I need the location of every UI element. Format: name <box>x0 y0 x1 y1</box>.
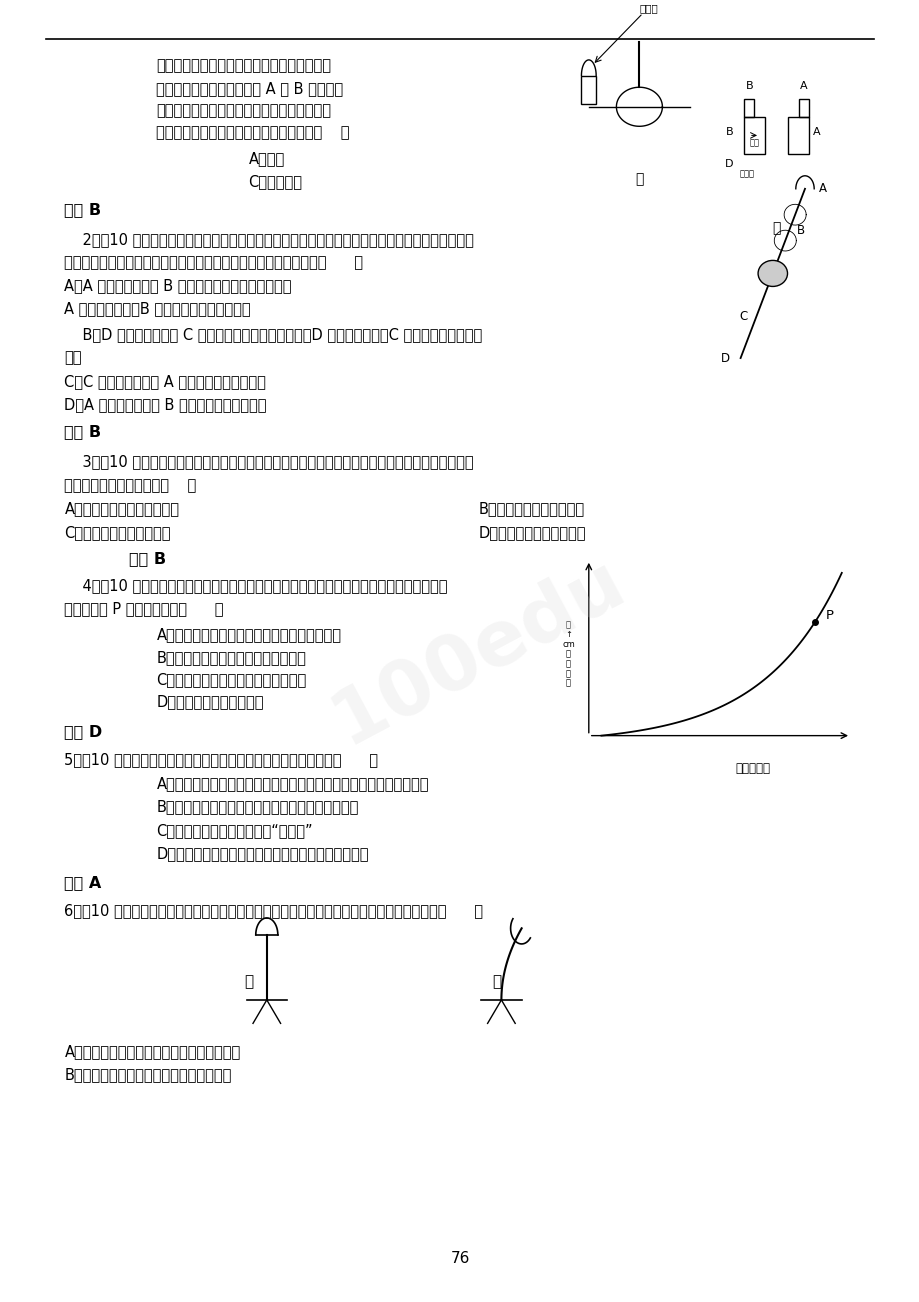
Text: D: D <box>724 159 732 169</box>
Text: A: A <box>812 126 820 137</box>
Text: 甲: 甲 <box>634 172 643 186</box>
Text: C．赤霉素过多，植物表现出“恶苗病”: C．赤霉素过多，植物表现出“恶苗病” <box>156 823 312 838</box>
Bar <box>788 117 808 154</box>
Text: A: A <box>799 81 807 91</box>
Text: 答案 D: 答案 D <box>64 724 103 740</box>
Text: 乙: 乙 <box>771 221 780 236</box>
Text: 生长素浓度: 生长素浓度 <box>735 762 770 775</box>
Text: 6．（10 上海高三学情分析）下列是一组探究生长素的对照实验，有关实验的叙述不正确的是（      ）: 6．（10 上海高三学情分析）下列是一组探究生长素的对照实验，有关实验的叙述不正… <box>64 904 482 919</box>
Text: 向右: 向右 <box>749 138 758 147</box>
Text: B．脱分化和根原基的形成: B．脱分化和根原基的形成 <box>478 501 584 517</box>
Text: D: D <box>720 352 729 365</box>
Text: 器上（如图甲所示）。旋转器以适宜的速度匀: 器上（如图甲所示）。旋转器以适宜的速度匀 <box>156 59 331 74</box>
Text: 答案 B: 答案 B <box>64 202 101 217</box>
Text: 答案 B: 答案 B <box>129 551 165 566</box>
Text: 甲: 甲 <box>244 974 253 990</box>
Text: A．胚芽鞘向光弯曲生长时，尖端下部的背光侧: A．胚芽鞘向光弯曲生长时，尖端下部的背光侧 <box>156 628 341 643</box>
Ellipse shape <box>757 260 787 286</box>
Text: 素时，主要诱导植物组织（    ）: 素时，主要诱导植物组织（ ） <box>64 478 197 493</box>
Text: 4．（10 长白县月考）右图表示生长素浓度与植物生长的关系。下列部位的生长素浓度与生: 4．（10 长白县月考）右图表示生长素浓度与植物生长的关系。下列部位的生长素浓度… <box>64 578 448 594</box>
Text: 别放在已除去顶端的胚芽鞘切口上（如图乙所: 别放在已除去顶端的胚芽鞘切口上（如图乙所 <box>156 103 331 118</box>
Text: A．A 处生长素浓度较 B 处高，茎对生长素敏感性高，: A．A 处生长素浓度较 B 处高，茎对生长素敏感性高， <box>64 279 291 294</box>
Text: 素的分布和根、茎对生长素的敏感性不同有关。下列分析正确的是（      ）: 素的分布和根、茎对生长素的敏感性不同有关。下列分析正确的是（ ） <box>64 255 363 271</box>
Text: D．A 处生长素浓度较 B 处高，茎弯曲向上生长: D．A 处生长素浓度较 B 处高，茎弯曲向上生长 <box>64 397 267 413</box>
Text: 长
↑
cm
所
需
时
间: 长 ↑ cm 所 需 时 间 <box>562 621 574 687</box>
Text: P: P <box>825 609 834 622</box>
Text: C．直立生长: C．直立生长 <box>248 174 302 190</box>
Bar <box>743 117 764 154</box>
Text: A．向左: A．向左 <box>248 151 284 167</box>
Text: 3．（10 北京市八十中月考）在植物组织培养过程中，当培养基中添加的生长素含量高于细胞分裂: 3．（10 北京市八十中月考）在植物组织培养过程中，当培养基中添加的生长素含量高… <box>64 454 473 470</box>
Text: D．农业生产上，施用生长调节剂起到相应激素的作用: D．农业生产上，施用生长调节剂起到相应激素的作用 <box>156 846 369 862</box>
Text: 100edu: 100edu <box>320 543 636 759</box>
Bar <box>743 99 754 117</box>
Text: B: B <box>725 126 732 137</box>
Text: B: B <box>744 81 753 91</box>
Text: 长。: 长。 <box>64 350 82 366</box>
Text: C: C <box>738 310 746 323</box>
Text: 乙: 乙 <box>492 974 501 990</box>
Text: 76: 76 <box>449 1250 470 1266</box>
Text: C．植株横置时，根弯曲部位的背地侧: C．植株横置时，根弯曲部位的背地侧 <box>156 672 306 687</box>
Text: A．脱分化和愈伤组织的形成: A．脱分化和愈伤组织的形成 <box>64 501 179 517</box>
Text: D．具顶芽植株的侧芽部位: D．具顶芽植株的侧芽部位 <box>156 694 264 710</box>
Text: B．D 处生长素浓度较 C 处高，根对生长素敏感性高，D 处生长受抑制，C 处生长快，根向下生: B．D 处生长素浓度较 C 处高，根对生长素敏感性高，D 处生长受抑制，C 处生… <box>64 327 482 342</box>
Text: 示），经数小时后，胚芽鞘的生长方向是（    ）: 示），经数小时后，胚芽鞘的生长方向是（ ） <box>156 125 349 141</box>
Text: 5．（10 淄博月考）下列关于植物激素调节的叙述，哪项不正确？（      ）: 5．（10 淄博月考）下列关于植物激素调节的叙述，哪项不正确？（ ） <box>64 753 378 768</box>
Bar <box>798 99 808 117</box>
Text: 答案 B: 答案 B <box>64 424 101 440</box>
Text: A: A <box>818 182 826 195</box>
Text: B．植株横置时，茎弯曲部位的近地侧: B．植株横置时，茎弯曲部位的近地侧 <box>156 650 306 665</box>
Text: A 处生长受抑制，B 处生长快，茎向上生长。: A 处生长受抑制，B 处生长快，茎向上生长。 <box>64 301 251 316</box>
Text: 答案 A: 答案 A <box>64 875 101 891</box>
Text: C．再分化和根原基的形成: C．再分化和根原基的形成 <box>64 525 171 540</box>
Text: 长关系，与 P 点相对应的是（      ）: 长关系，与 P 点相对应的是（ ） <box>64 602 223 617</box>
Text: B: B <box>796 224 804 237</box>
Text: D．再分化和芽原基的形成: D．再分化和芽原基的形成 <box>478 525 585 540</box>
Text: 2．（10 安徽师大附中月考）将植物横放，茎弯曲向上生长，根弯曲向下生长，这与重力影响生长: 2．（10 安徽师大附中月考）将植物横放，茎弯曲向上生长，根弯曲向下生长，这与重… <box>64 232 474 247</box>
Text: 弯生长: 弯生长 <box>739 169 754 178</box>
Text: 速旋转数小时后，将琥脂块 A 和 B 取下，分: 速旋转数小时后，将琥脂块 A 和 B 取下，分 <box>156 81 343 96</box>
Text: B．植物的生长发育受多种激素相互作用、共同调节: B．植物的生长发育受多种激素相互作用、共同调节 <box>156 799 358 815</box>
Text: A．燕麦胚芽鞘向光弯曲生长的现象能够说明生长素的作用具有两重性: A．燕麦胚芽鞘向光弯曲生长的现象能够说明生长素的作用具有两重性 <box>156 776 428 792</box>
Text: C．C 处生长素浓度较 A 处高，茎弯曲向下生长: C．C 处生长素浓度较 A 处高，茎弯曲向下生长 <box>64 374 266 389</box>
Text: A．甲和乙对照证明光照不影响生长素的分布: A．甲和乙对照证明光照不影响生长素的分布 <box>64 1044 241 1060</box>
Text: B．该实验不能证明胚芽鞘尖端产生生长素: B．该实验不能证明胚芽鞘尖端产生生长素 <box>64 1068 232 1083</box>
Text: 胚芽鞘: 胚芽鞘 <box>639 3 657 13</box>
Bar <box>581 76 596 104</box>
